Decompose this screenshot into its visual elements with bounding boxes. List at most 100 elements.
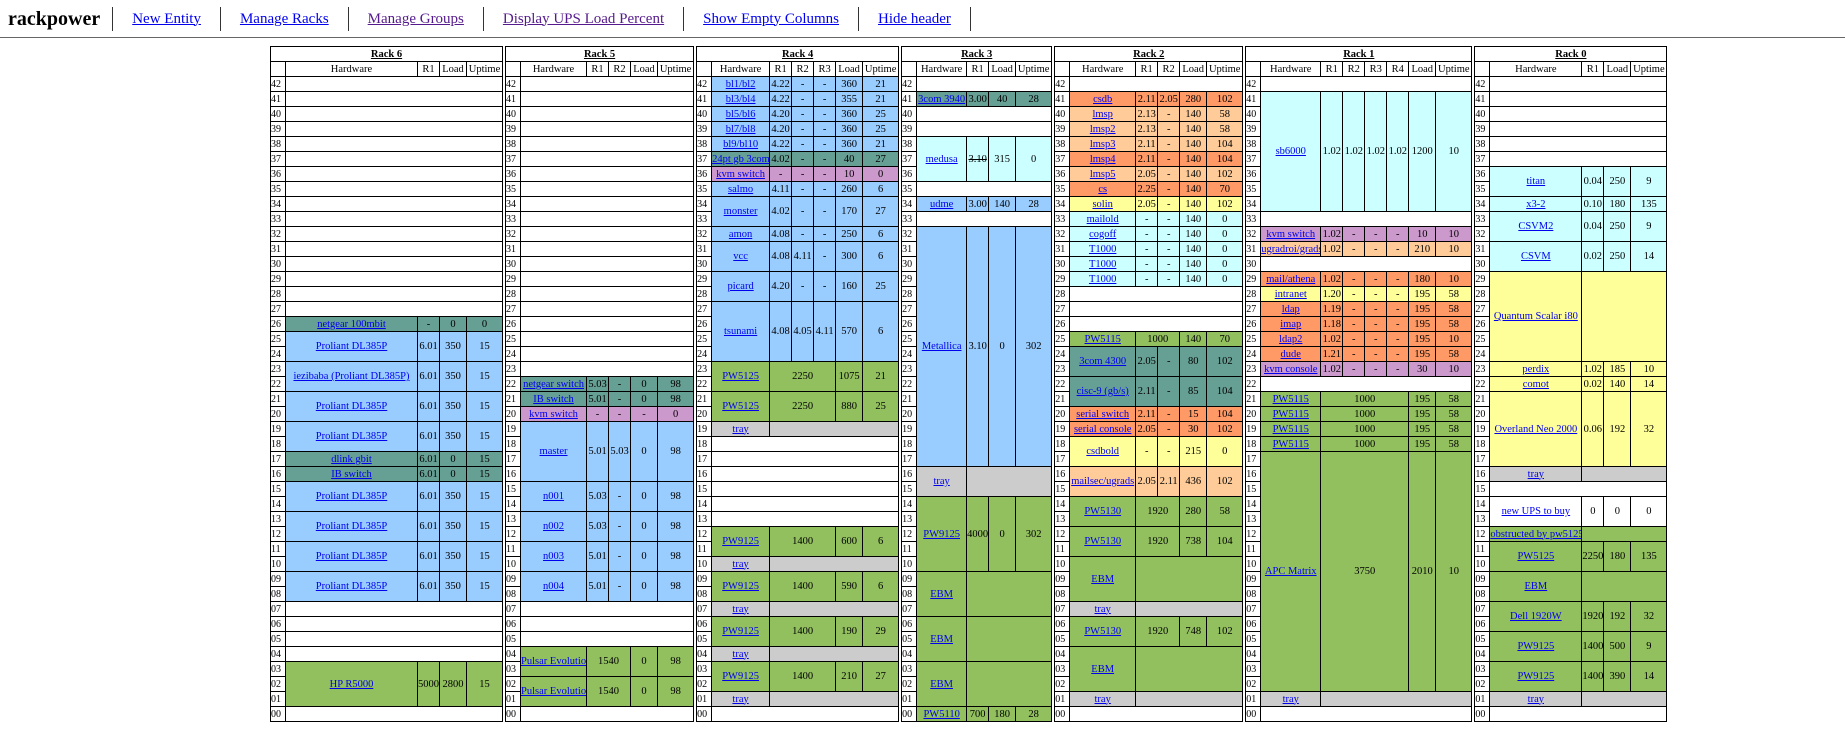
nav-link[interactable]: Manage Racks bbox=[221, 6, 349, 31]
hardware-link[interactable]: amon bbox=[728, 228, 753, 240]
hardware-link[interactable]: perdix bbox=[1522, 363, 1550, 375]
hardware-link[interactable]: PW5125 bbox=[722, 401, 759, 412]
hardware-link[interactable]: n004 bbox=[543, 581, 565, 592]
hardware-link[interactable]: EBM bbox=[930, 588, 954, 600]
hardware-link[interactable]: picard bbox=[727, 281, 754, 292]
hardware-link[interactable]: intranet bbox=[1274, 288, 1307, 300]
hardware-link[interactable]: n002 bbox=[543, 521, 565, 532]
hardware-link[interactable]: 24pt gb 3com bbox=[712, 153, 770, 165]
hardware-link[interactable]: Proliant DL385P bbox=[315, 551, 388, 562]
hardware-link[interactable]: bl3/bl4 bbox=[725, 93, 756, 105]
hardware-link[interactable]: tray bbox=[1094, 603, 1111, 615]
hardware-link[interactable]: bl9/bl10 bbox=[723, 138, 759, 150]
hardware-link[interactable]: EBM bbox=[930, 678, 954, 690]
hardware-link[interactable]: Overland Neo 2000 bbox=[1494, 423, 1578, 435]
hardware-link[interactable]: T1000 bbox=[1088, 258, 1117, 270]
hardware-link[interactable]: Pulsar Evolution bbox=[521, 686, 587, 697]
hardware-link[interactable]: APC Matrix bbox=[1264, 566, 1317, 577]
nav-link[interactable]: Manage Groups bbox=[349, 6, 484, 31]
rack-link[interactable]: Rack 0 bbox=[1555, 48, 1587, 60]
hardware-link[interactable]: bl7/bl8 bbox=[725, 123, 756, 135]
hardware-link[interactable]: csdb bbox=[1093, 93, 1113, 105]
hardware-link[interactable]: PW5110 bbox=[923, 708, 960, 720]
hardware-link[interactable]: EBM bbox=[1524, 581, 1548, 592]
hardware-link[interactable]: Quantum Scalar i80 bbox=[1493, 311, 1578, 322]
hardware-link[interactable]: lmsp4 bbox=[1089, 153, 1116, 165]
hardware-link[interactable]: PW5115 bbox=[1272, 393, 1309, 405]
hardware-link[interactable]: tray bbox=[1094, 693, 1111, 705]
hardware-link[interactable]: PW9125 bbox=[722, 581, 759, 592]
hardware-link[interactable]: comot bbox=[1522, 378, 1549, 390]
hardware-link[interactable]: PW9125 bbox=[1517, 641, 1555, 652]
hardware-link[interactable]: lmsp2 bbox=[1089, 123, 1116, 135]
rack-link[interactable]: Rack 2 bbox=[1133, 48, 1165, 60]
hardware-link[interactable]: tsunami bbox=[723, 326, 758, 337]
hardware-link[interactable]: lmsp5 bbox=[1089, 168, 1116, 180]
hardware-link[interactable]: master bbox=[539, 446, 568, 457]
hardware-link[interactable]: lmsp bbox=[1092, 108, 1113, 120]
hardware-link[interactable]: cisc-9 (gb/s) bbox=[1076, 386, 1129, 397]
hardware-link[interactable]: tray bbox=[1282, 693, 1299, 705]
hardware-link[interactable]: PW9125 bbox=[722, 626, 759, 637]
hardware-link[interactable]: PW9125 bbox=[722, 671, 759, 682]
hardware-link[interactable]: solin bbox=[1092, 198, 1113, 210]
hardware-link[interactable]: PW5130 bbox=[1084, 506, 1122, 517]
hardware-link[interactable]: Proliant DL385P bbox=[315, 341, 388, 352]
hardware-link[interactable]: mail/athena bbox=[1266, 273, 1316, 285]
hardware-link[interactable]: EBM bbox=[1091, 663, 1115, 675]
rack-link[interactable]: Rack 3 bbox=[961, 48, 993, 60]
hardware-link[interactable]: serial console bbox=[1073, 423, 1132, 435]
hardware-link[interactable]: n003 bbox=[543, 551, 565, 562]
hardware-link[interactable]: x3-2 bbox=[1526, 198, 1546, 210]
hardware-link[interactable]: IB switch bbox=[331, 468, 372, 480]
hardware-link[interactable]: tray bbox=[732, 603, 749, 615]
hardware-link[interactable]: Proliant DL385P bbox=[315, 401, 388, 412]
hardware-link[interactable]: tray bbox=[933, 476, 950, 487]
hardware-link[interactable]: sb6000 bbox=[1275, 146, 1306, 157]
hardware-link[interactable]: PW5130 bbox=[1084, 536, 1122, 547]
nav-link[interactable]: Display UPS Load Percent bbox=[484, 6, 685, 31]
hardware-link[interactable]: lmsp3 bbox=[1089, 138, 1116, 150]
hardware-link[interactable]: cogoff bbox=[1089, 228, 1117, 240]
hardware-link[interactable]: PW9125 bbox=[1517, 671, 1555, 682]
rack-link[interactable]: Rack 6 bbox=[370, 48, 403, 60]
hardware-link[interactable]: new UPS to buy bbox=[1501, 506, 1571, 517]
hardware-link[interactable]: PW5125 bbox=[1517, 551, 1555, 562]
hardware-link[interactable]: mailold bbox=[1086, 213, 1119, 225]
hardware-link[interactable]: T1000 bbox=[1088, 273, 1117, 285]
hardware-link[interactable]: Proliant DL385P bbox=[315, 581, 388, 592]
hardware-link[interactable]: CSVM bbox=[1520, 251, 1551, 262]
hardware-link[interactable]: netgear switch bbox=[523, 378, 584, 390]
hardware-link[interactable]: kvm console bbox=[1264, 363, 1318, 375]
hardware-link[interactable]: tray bbox=[732, 648, 749, 660]
hardware-link[interactable]: Proliant DL385P bbox=[315, 491, 388, 502]
nav-link[interactable]: New Entity bbox=[113, 6, 221, 31]
hardware-link[interactable]: kvm switch bbox=[529, 408, 578, 420]
hardware-link[interactable]: tray bbox=[732, 423, 749, 435]
hardware-link[interactable]: PW9125 bbox=[722, 536, 759, 547]
hardware-link[interactable]: tray bbox=[732, 558, 749, 570]
hardware-link[interactable]: mailsec/ugrads bbox=[1071, 476, 1135, 487]
nav-link[interactable]: Hide header bbox=[859, 6, 971, 31]
hardware-link[interactable]: vcc bbox=[733, 251, 748, 262]
hardware-link[interactable]: IB switch bbox=[533, 393, 574, 405]
hardware-link[interactable]: PW5125 bbox=[722, 371, 759, 382]
hardware-link[interactable]: HP R5000 bbox=[329, 678, 374, 690]
hardware-link[interactable]: tray bbox=[1527, 693, 1544, 705]
rack-link[interactable]: Rack 1 bbox=[1343, 48, 1375, 60]
hardware-link[interactable]: netgear 100mbit bbox=[317, 318, 386, 330]
hardware-link[interactable]: imap bbox=[1280, 318, 1302, 330]
hardware-link[interactable]: 3com 4300 bbox=[1079, 356, 1127, 367]
hardware-link[interactable]: salmo bbox=[728, 183, 754, 195]
nav-link[interactable]: Show Empty Columns bbox=[684, 6, 859, 31]
hardware-link[interactable]: ldap bbox=[1281, 303, 1300, 315]
hardware-link[interactable]: csdbold bbox=[1086, 446, 1120, 457]
hardware-link[interactable]: T1000 bbox=[1088, 243, 1117, 255]
hardware-link[interactable]: monster bbox=[723, 206, 758, 217]
hardware-link[interactable]: kvm switch bbox=[1266, 228, 1316, 240]
hardware-link[interactable]: CSVM2 bbox=[1518, 221, 1554, 232]
hardware-link[interactable]: bl1/bl2 bbox=[725, 78, 756, 90]
hardware-link[interactable]: titan bbox=[1526, 176, 1546, 187]
hardware-link[interactable]: Dell 1920W bbox=[1510, 611, 1562, 622]
hardware-link[interactable]: serial switch bbox=[1076, 408, 1130, 420]
